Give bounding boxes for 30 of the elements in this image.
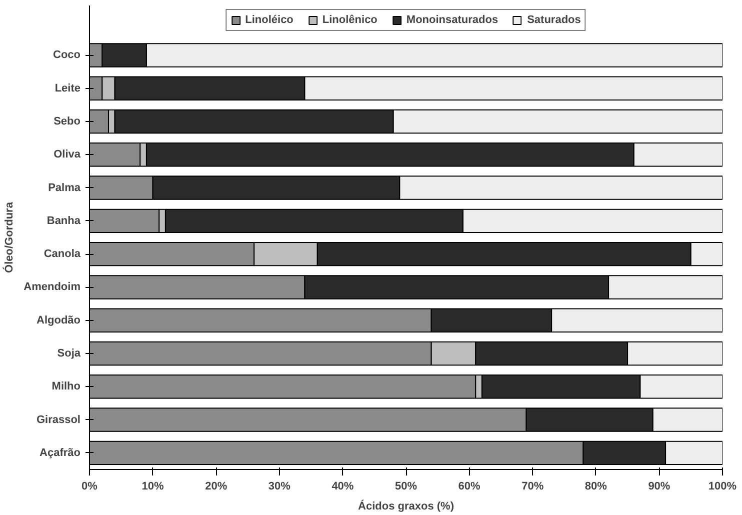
x-tick-label: 90% [648, 480, 670, 492]
x-tick-label: 100% [708, 480, 737, 492]
y-tick-label: Palma [48, 182, 82, 194]
y-tick-label: Leite [54, 82, 81, 94]
y-tick-label: Açafrão [40, 446, 81, 459]
y-tick-label: Banha [46, 214, 82, 227]
y-tick-label: Amendoim [24, 281, 81, 294]
y-tick-label: Coco [53, 49, 81, 62]
x-tick-label: 70% [522, 480, 544, 492]
legend-label: Saturados [527, 14, 581, 26]
y-tick-label: Sebo [54, 116, 81, 128]
y-tick-label: Oliva [54, 148, 82, 161]
x-tick-label: 0% [82, 480, 98, 492]
legend-label: Linolênico [322, 14, 378, 26]
x-tick-label: 40% [332, 480, 354, 492]
x-axis-title: Ácidos graxos (%) [358, 500, 454, 512]
x-tick-label: 10% [142, 480, 164, 492]
x-tick-label: 80% [584, 480, 608, 492]
x-tick-label: 50% [394, 480, 418, 492]
legend-label: Linoléico [245, 14, 294, 26]
y-tick-label: Algodão [36, 314, 81, 326]
y-tick-label: Milho [52, 380, 81, 393]
x-tick-label: 60% [458, 480, 481, 492]
x-tick-label: 20% [205, 480, 228, 492]
y-axis-title: Óleo/Gordura [2, 201, 16, 273]
x-tick-label: 30% [268, 480, 291, 492]
y-tick-label: Girassol [36, 414, 81, 426]
y-tick-label: Soja [57, 348, 82, 360]
y-tick-label: Canola [44, 248, 82, 260]
legend-label: Monoinsaturados [406, 14, 498, 26]
